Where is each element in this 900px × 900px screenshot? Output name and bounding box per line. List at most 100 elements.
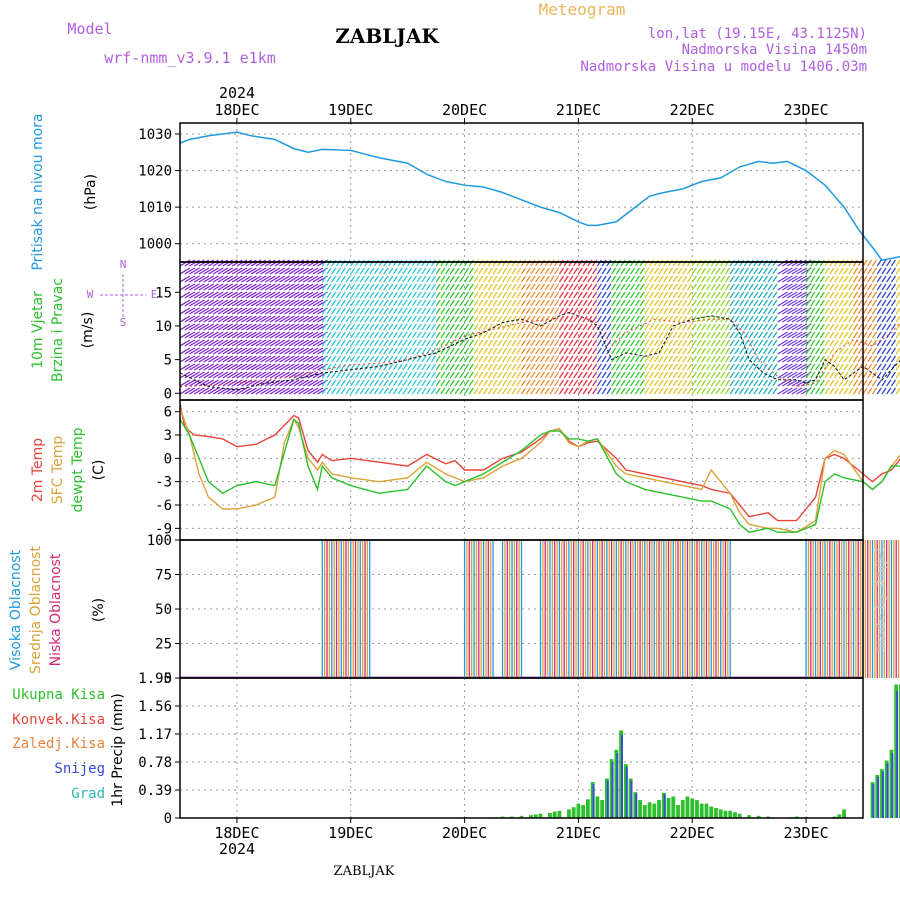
y-tick-label: -3 <box>155 475 172 491</box>
wind-barb <box>530 339 536 347</box>
wind-barb <box>445 307 451 315</box>
wind-barb <box>667 283 674 291</box>
wind-barb <box>625 275 631 283</box>
wind-barb <box>696 347 702 355</box>
wind-barb <box>554 299 560 307</box>
precip-bar <box>695 800 699 818</box>
wind-barb <box>748 259 754 267</box>
precip-bar <box>680 800 685 818</box>
wind-barb <box>525 331 531 339</box>
wind-barb <box>748 355 754 363</box>
wind-barb <box>321 339 327 347</box>
snow-bar <box>621 734 624 818</box>
wind-barb <box>558 355 564 363</box>
snow-bar <box>611 762 614 818</box>
wind-barb <box>265 291 276 299</box>
wind-barb <box>506 283 512 291</box>
wind-barb <box>179 275 191 283</box>
wind-barb <box>449 387 455 395</box>
wind-barb <box>867 307 873 315</box>
wind-barb <box>620 371 626 379</box>
wind-barb <box>335 307 342 315</box>
wind-barb <box>483 291 489 299</box>
wind-barb <box>511 347 517 355</box>
wind-barb <box>530 283 536 291</box>
wind-barb <box>478 323 484 331</box>
wind-barb <box>454 275 460 283</box>
wind-barb <box>705 283 712 291</box>
wind-barb <box>416 291 422 299</box>
wind-barb <box>487 371 493 379</box>
wind-barb <box>402 275 408 283</box>
wind-barb <box>762 387 768 395</box>
wind-barb <box>810 363 816 371</box>
wind-barb <box>843 339 849 347</box>
wind-barb <box>487 307 493 315</box>
wind-barb <box>758 347 764 355</box>
wind-barb <box>350 323 356 331</box>
wind-barb <box>345 299 351 307</box>
wind-barb <box>345 371 351 379</box>
wind-barb <box>530 379 536 387</box>
wind-barb <box>236 291 248 299</box>
wind-barb <box>743 371 749 379</box>
wind-barb <box>497 371 503 379</box>
wind-barb <box>895 307 900 315</box>
wind-barb <box>644 331 650 339</box>
wind-barb <box>454 355 460 363</box>
wind-barb <box>407 323 413 331</box>
wind-barb <box>492 267 498 275</box>
wind-barb <box>350 339 356 347</box>
wind-barb <box>573 379 579 387</box>
wind-barb <box>710 387 716 395</box>
wind-barb <box>506 379 512 387</box>
wind-barb <box>321 299 327 307</box>
wind-barb <box>767 267 773 275</box>
wind-barb <box>298 387 309 395</box>
wind-barb <box>848 387 854 395</box>
wind-barb <box>184 339 196 347</box>
wind-barb <box>284 363 295 371</box>
wind-barb <box>582 363 588 371</box>
wind-barb <box>639 259 645 267</box>
wind-barb <box>269 371 281 379</box>
wind-barb <box>193 339 205 347</box>
wind-barb <box>701 307 707 315</box>
wind-barb <box>392 267 398 275</box>
wind-barb <box>544 355 550 363</box>
wind-barb <box>743 275 749 283</box>
wind-barb <box>767 291 773 299</box>
wind-barb <box>483 331 489 339</box>
wind-barb <box>274 371 286 379</box>
wind-barb <box>198 315 210 323</box>
wind-barb <box>335 259 342 267</box>
wind-barb <box>606 339 612 347</box>
wind-barb <box>478 275 484 283</box>
wind-barb <box>483 387 489 395</box>
wind-barb <box>231 387 243 395</box>
wind-barb <box>468 379 474 387</box>
wind-barb <box>478 259 484 267</box>
wind-barb <box>250 291 262 299</box>
wind-barb <box>772 339 778 347</box>
wind-barb <box>701 387 707 395</box>
wind-barb <box>834 259 840 267</box>
wind-barb <box>535 315 541 323</box>
wind-barb <box>388 355 394 363</box>
wind-barb <box>241 283 252 291</box>
wind-barb <box>416 363 422 371</box>
wind-barb <box>881 299 887 307</box>
wind-barb <box>468 299 474 307</box>
wind-barb <box>686 275 693 283</box>
wind-barb <box>340 291 346 299</box>
wind-barb <box>208 355 219 363</box>
wind-barb <box>753 275 759 283</box>
wind-barb <box>345 315 351 323</box>
wind-barb <box>796 363 807 371</box>
wind-barb <box>639 283 645 291</box>
wind-barb <box>250 275 262 283</box>
wind-barb <box>786 299 798 307</box>
wind-barb <box>563 371 569 379</box>
wind-barb <box>715 283 721 291</box>
wind-barb <box>416 339 422 347</box>
